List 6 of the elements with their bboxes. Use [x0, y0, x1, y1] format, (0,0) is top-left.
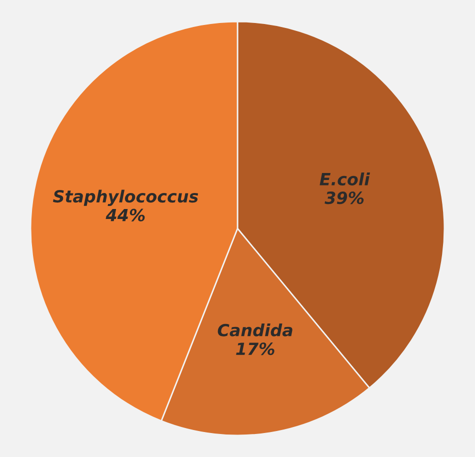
slice-label: E.coli	[320, 172, 370, 186]
data-label: 44%	[106, 208, 145, 222]
slice-label: Candida	[218, 324, 292, 336]
slice-label: Staphylococcus	[52, 190, 198, 206]
data-label: 39%	[324, 192, 364, 204]
data-label: 17%	[236, 342, 274, 356]
